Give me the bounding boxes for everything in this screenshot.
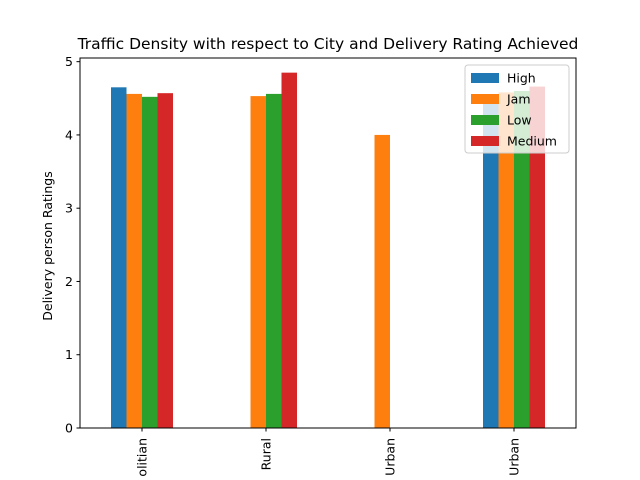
x-tick-label: Urban: [507, 438, 522, 476]
legend-swatch-jam: [471, 94, 499, 104]
y-tick-label: 2: [65, 274, 73, 289]
bar-low-4: [514, 90, 530, 428]
bar-jam-2: [250, 96, 266, 428]
y-tick-label: 4: [65, 127, 73, 142]
y-tick-label: 5: [65, 54, 73, 69]
legend: High Jam Low Medium: [464, 64, 570, 154]
x-axis: olitian Rural Urban Urban: [135, 428, 522, 477]
legend-swatch-low: [471, 115, 499, 125]
bar-jam-3: [374, 134, 390, 428]
bar-medium-4: [529, 86, 545, 428]
x-tick-label: Urban: [383, 438, 398, 476]
bar-high-4: [483, 94, 499, 428]
bar-jam-1: [126, 93, 142, 429]
y-axis: 0 1 2 3 4 5: [65, 54, 80, 436]
plot-frame: [79, 57, 577, 429]
y-axis-label: Delivery person Ratings: [40, 171, 55, 321]
legend-label-low: Low: [507, 113, 532, 128]
legend-label-medium: Medium: [507, 134, 557, 149]
x-tick-label: olitian: [135, 438, 150, 477]
bar-low-2: [266, 93, 282, 429]
bar-medium-1: [157, 93, 173, 429]
chart-title: Traffic Density with respect to City and…: [77, 35, 579, 53]
y-tick-label: 1: [65, 347, 73, 362]
legend-swatch-high: [471, 73, 499, 83]
x-tick-label: Rural: [259, 438, 274, 470]
y-tick-label: 0: [65, 421, 73, 436]
legend-label-jam: Jam: [506, 92, 531, 107]
bar-high-1: [111, 87, 127, 428]
legend-box: [464, 64, 570, 154]
bars: [111, 72, 545, 429]
bar-jam-4: [498, 92, 514, 428]
legend-swatch-medium: [471, 136, 499, 146]
y-tick-label: 3: [65, 201, 73, 216]
bar-low-1: [142, 96, 158, 428]
bar-medium-2: [281, 72, 297, 429]
legend-label-high: High: [507, 71, 536, 86]
